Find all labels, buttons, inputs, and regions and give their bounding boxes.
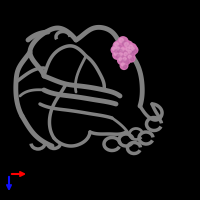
Circle shape [130,46,138,54]
Circle shape [113,51,121,59]
Circle shape [128,50,131,53]
Circle shape [122,56,130,65]
Circle shape [129,45,132,48]
Circle shape [119,58,122,61]
Circle shape [126,47,129,51]
Circle shape [111,46,119,54]
Circle shape [119,53,122,56]
Circle shape [112,47,115,50]
Circle shape [124,46,134,55]
Circle shape [133,49,137,53]
Circle shape [120,62,128,69]
Circle shape [118,37,128,47]
Circle shape [130,57,134,61]
Circle shape [113,41,123,51]
Circle shape [121,63,124,66]
Circle shape [124,53,127,56]
Circle shape [121,60,125,63]
Circle shape [123,41,133,51]
Circle shape [123,65,127,68]
Circle shape [128,55,131,58]
Circle shape [116,47,119,50]
Circle shape [122,41,127,46]
Circle shape [131,47,134,50]
Circle shape [115,43,118,46]
Circle shape [116,54,120,58]
Circle shape [117,51,127,61]
Circle shape [127,54,135,62]
Circle shape [121,48,124,51]
Circle shape [114,49,118,53]
Circle shape [119,38,124,43]
Circle shape [128,44,136,52]
Circle shape [125,60,129,64]
Circle shape [128,50,132,54]
Circle shape [131,47,135,51]
Circle shape [123,51,131,60]
Circle shape [130,52,134,56]
Circle shape [114,52,117,55]
Circle shape [115,46,123,54]
Circle shape [123,57,126,61]
Circle shape [118,49,122,53]
Circle shape [119,46,129,56]
Circle shape [121,55,125,59]
Circle shape [126,55,130,59]
Circle shape [127,49,135,57]
Circle shape [123,50,128,55]
Circle shape [117,45,122,50]
Circle shape [124,43,129,46]
Circle shape [118,56,126,64]
Circle shape [127,45,132,50]
